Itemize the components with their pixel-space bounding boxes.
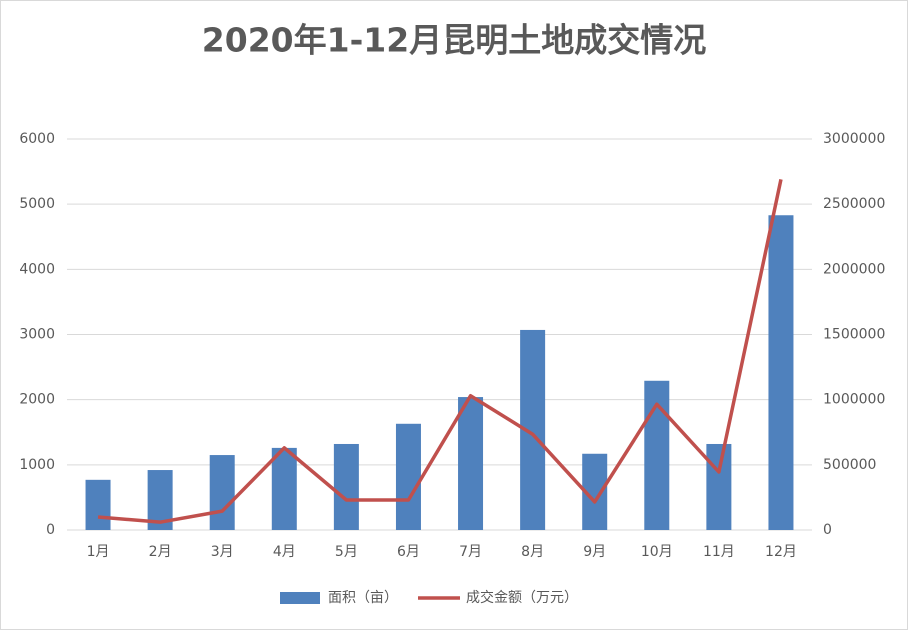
y-tick-label: 3000 — [19, 327, 55, 343]
bar — [271, 447, 297, 530]
legend-swatch — [280, 592, 320, 604]
x-tick-label: 1月 — [87, 544, 110, 560]
line — [97, 179, 783, 524]
y-tick-label: 6000 — [19, 131, 55, 147]
legend-label: 面积（亩） — [328, 589, 398, 606]
y-tick-label: 1000 — [19, 457, 55, 473]
y2-tick-label: 500000 — [823, 457, 876, 473]
x-tick-label: 4月 — [273, 544, 296, 560]
y2-tick-label: 2000000 — [823, 261, 885, 277]
x-tick-label: 2月 — [149, 544, 172, 560]
x-tick-label: 5月 — [335, 544, 358, 560]
bar — [706, 443, 732, 530]
x-tick-label: 10月 — [641, 544, 673, 560]
x-tick-label: 11月 — [703, 544, 735, 560]
y2-tick-label: 1000000 — [823, 392, 885, 408]
x-tick-label: 8月 — [521, 544, 544, 560]
y-tick-label: 5000 — [19, 196, 55, 212]
chart-title: 2020年1-12月昆明土地成交情况 — [202, 21, 706, 60]
bar — [209, 455, 235, 530]
legend-label: 成交金额（万元） — [466, 589, 578, 606]
y-tick-label: 2000 — [19, 392, 55, 408]
x-tick-label: 9月 — [583, 544, 606, 560]
y2-tick-label: 1500000 — [823, 327, 885, 343]
y2-tick-label: 0 — [823, 522, 832, 538]
x-tick-label: 6月 — [397, 544, 420, 560]
bar — [768, 215, 794, 530]
bar — [85, 479, 111, 530]
x-tick-label: 7月 — [459, 544, 482, 560]
x-tick-label: 12月 — [765, 544, 797, 560]
bar — [395, 423, 421, 530]
y2-tick-label: 2500000 — [823, 196, 885, 212]
y-tick-label: 4000 — [19, 261, 55, 277]
bar — [458, 397, 484, 530]
x-tick-label: 3月 — [211, 544, 234, 560]
bar — [333, 443, 359, 530]
y2-tick-label: 3000000 — [823, 131, 885, 147]
y-tick-label: 0 — [46, 522, 55, 538]
